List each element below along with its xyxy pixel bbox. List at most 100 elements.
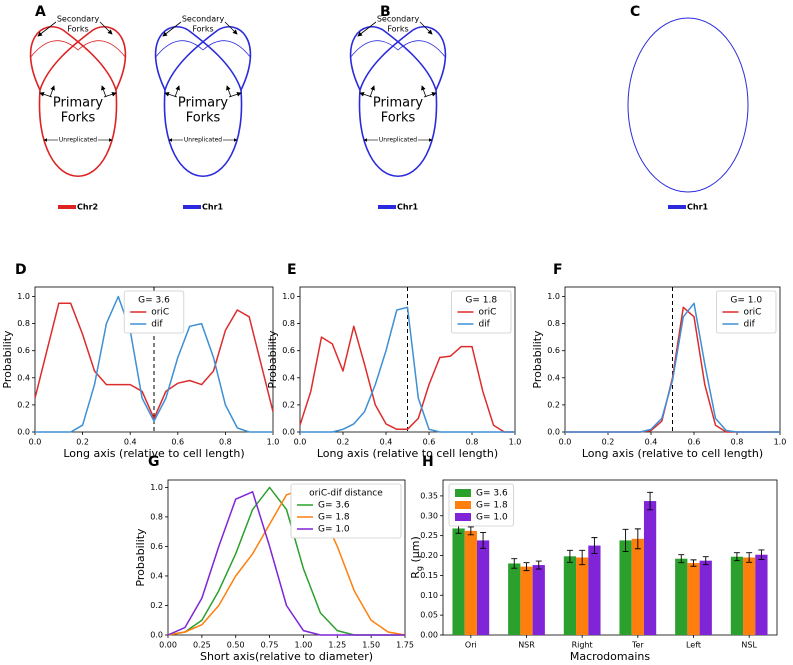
bar bbox=[675, 558, 688, 635]
x-tick-label: 0.6 bbox=[171, 438, 184, 447]
y-tick-label: 1.0 bbox=[282, 292, 295, 301]
y-tick-label: 0.2 bbox=[547, 400, 560, 409]
unreplicated-label: Unreplicated bbox=[59, 137, 97, 144]
legend-swatch bbox=[455, 513, 471, 521]
x-tick-label: 0.8 bbox=[466, 438, 479, 447]
y-tick-label: 0.20 bbox=[420, 551, 438, 560]
arrow bbox=[162, 21, 182, 37]
bar bbox=[576, 557, 589, 635]
primary-label: Primary bbox=[373, 96, 424, 111]
legend-box bbox=[290, 483, 402, 539]
bar bbox=[619, 540, 632, 635]
y-tick-label: 0.30 bbox=[420, 511, 438, 520]
y-axis-label-unit: (μm) bbox=[409, 536, 422, 566]
x-tick-label: Right bbox=[572, 641, 593, 650]
secondary-label: Forks bbox=[67, 25, 88, 34]
bar bbox=[464, 530, 477, 635]
y-tick-label: 0.2 bbox=[150, 601, 163, 610]
primary-label: Forks bbox=[381, 111, 416, 126]
legend-label: dif bbox=[478, 320, 490, 330]
chromosome-right-loop bbox=[359, 25, 447, 91]
line-series bbox=[167, 491, 405, 636]
y-tick-label: 0.6 bbox=[150, 542, 163, 551]
y-tick-label: 1.0 bbox=[150, 483, 163, 492]
error-bar bbox=[702, 556, 709, 566]
primary-label: Primary bbox=[178, 96, 229, 111]
x-tick-label: 0.6 bbox=[423, 438, 436, 447]
secondary-label: Secondary bbox=[377, 15, 420, 24]
x-tick-label: Ori bbox=[465, 641, 477, 650]
error-bar bbox=[746, 552, 753, 563]
chromosome-right-loop bbox=[39, 25, 127, 91]
bar bbox=[508, 563, 521, 635]
error-bar bbox=[690, 559, 697, 567]
chromosome-unreplicated bbox=[358, 89, 438, 178]
legend-label: G= 1.0 bbox=[318, 525, 350, 535]
y-tick-label: 0.6 bbox=[547, 346, 560, 355]
secondary-label: Secondary bbox=[182, 15, 225, 24]
arrow bbox=[37, 21, 57, 37]
x-tick-label: 0.2 bbox=[337, 438, 350, 447]
x-tick-label: 0.4 bbox=[380, 438, 393, 447]
x-tick-label: 0.0 bbox=[29, 438, 42, 447]
x-tick-label: 0.6 bbox=[688, 438, 701, 447]
panel-label: D bbox=[15, 262, 27, 278]
error-bar bbox=[467, 526, 474, 536]
y-tick-label: 0.4 bbox=[282, 373, 295, 382]
y-axis-label: Probability bbox=[266, 330, 279, 389]
bar bbox=[730, 556, 744, 635]
bar bbox=[631, 538, 644, 635]
unreplicated-label: Unreplicated bbox=[379, 137, 417, 144]
chromosome-left-loop bbox=[29, 25, 117, 91]
x-tick-label: 0.00 bbox=[159, 641, 177, 650]
x-tick-label: 1.50 bbox=[362, 641, 380, 650]
x-tick-label: 0.8 bbox=[219, 438, 232, 447]
x-tick-label: 1.25 bbox=[328, 641, 346, 650]
legend-swatch bbox=[668, 205, 686, 209]
chromosome-unreplicated bbox=[38, 89, 118, 178]
y-axis-label-text: R bbox=[409, 571, 422, 579]
bar bbox=[476, 540, 490, 635]
y-tick-label: 0.2 bbox=[17, 400, 30, 409]
x-axis-label: Long axis (relative to cell length) bbox=[317, 447, 498, 460]
y-tick-label: 0.00 bbox=[420, 631, 438, 640]
bar bbox=[588, 545, 601, 635]
y-tick-label: 0.15 bbox=[420, 571, 438, 580]
legend-label: G= 3.6 bbox=[318, 501, 350, 511]
error-bar bbox=[511, 558, 518, 569]
y-tick-label: 0.4 bbox=[150, 571, 163, 580]
y-axis-label: Probability bbox=[134, 528, 147, 587]
arrow bbox=[174, 85, 180, 98]
y-tick-label: 0.2 bbox=[282, 400, 295, 409]
y-axis-label-text: Probability bbox=[134, 528, 147, 587]
bar bbox=[687, 563, 700, 635]
y-tick-label: 0.8 bbox=[150, 512, 163, 521]
arrow bbox=[101, 85, 107, 98]
y-tick-label: 1.0 bbox=[547, 292, 560, 301]
arrow bbox=[369, 85, 375, 98]
y-tick-label: 0.10 bbox=[420, 591, 438, 600]
x-tick-label: 0.8 bbox=[731, 438, 744, 447]
panel-label: B bbox=[380, 4, 391, 20]
x-axis-label: Short axis(relative to diameter) bbox=[200, 650, 373, 663]
panel-label: A bbox=[35, 4, 46, 20]
x-tick-label: 1.0 bbox=[509, 438, 522, 447]
arrow bbox=[49, 85, 55, 98]
y-tick-label: 0.25 bbox=[420, 531, 438, 540]
y-tick-label: 0.6 bbox=[17, 346, 30, 355]
legend-box bbox=[716, 290, 777, 334]
legend-label: oriC bbox=[743, 308, 761, 318]
line-series bbox=[299, 325, 515, 433]
x-tick-label: 1.0 bbox=[774, 438, 787, 447]
line-series bbox=[35, 295, 273, 433]
y-axis-label: Rg (μm) bbox=[409, 536, 424, 579]
bar bbox=[643, 501, 657, 635]
error-bar bbox=[523, 562, 530, 572]
error-bar bbox=[678, 554, 685, 564]
bar bbox=[743, 557, 756, 635]
panel-label: F bbox=[553, 262, 563, 278]
legend-label: G= 3.6 bbox=[476, 489, 508, 499]
legend-title: G= 3.6 bbox=[138, 296, 170, 306]
legend-label: oriC bbox=[151, 308, 169, 318]
legend-box bbox=[123, 290, 185, 334]
